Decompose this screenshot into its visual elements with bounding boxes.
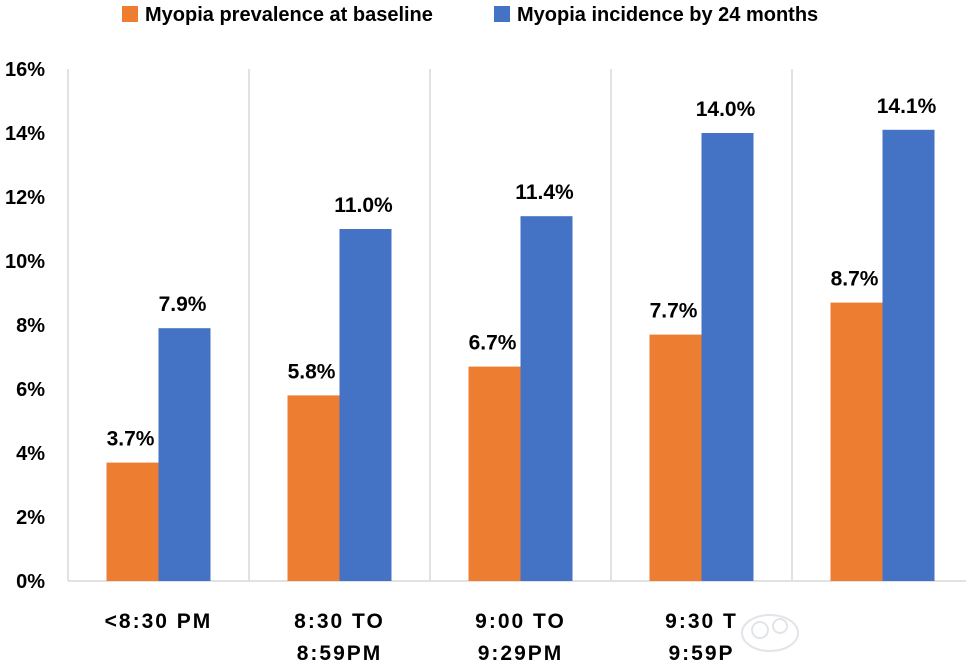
data-label-prevalence: 3.7%: [107, 428, 155, 451]
y-tick-label: 4%: [16, 443, 45, 465]
data-label-incidence: 14.0%: [696, 98, 756, 121]
data-labels: 3.7% 7.9% 5.8% 11.0% 6.7% 11.4% 7.7% 14.0% 8.7% 1…: [107, 95, 937, 451]
y-tick-label: 14%: [5, 123, 45, 145]
bars: [106, 129, 935, 582]
y-tick-label: 8%: [16, 315, 45, 337]
data-label-prevalence: 7.7%: [650, 300, 698, 323]
cloud-logo-icon: [741, 614, 799, 652]
bar-incidence: [339, 229, 392, 581]
y-tick-label: 2%: [16, 507, 45, 529]
legend-label-prevalence: Myopia prevalence at baseline: [145, 4, 433, 26]
bar-incidence: [882, 129, 935, 582]
x-tick-label: 9:00 TO: [475, 610, 566, 633]
bar-prevalence: [468, 366, 521, 581]
data-label-prevalence: 6.7%: [469, 332, 517, 355]
y-tick-label: 12%: [5, 187, 45, 209]
y-tick-label: 6%: [16, 379, 45, 401]
bar-incidence: [520, 216, 573, 581]
bar-prevalence: [830, 302, 883, 581]
x-tick-label: 8:30 TO: [294, 610, 385, 633]
bar-prevalence: [106, 462, 159, 581]
x-tick-label: 9:59P: [668, 642, 734, 665]
x-tick-label: 9:29PM: [478, 642, 564, 665]
x-tick-label: <8:30 PM: [105, 610, 213, 633]
x-axis: <8:30 PM 8:30 TO 8:59PM 9:00 TO 9:29PM 9:30 T…: [105, 610, 738, 665]
y-tick-label: 10%: [5, 251, 45, 273]
y-tick-label: 0%: [16, 571, 45, 593]
legend-label-incidence: Myopia incidence by 24 months: [517, 4, 818, 26]
legend-swatch-incidence: [494, 6, 510, 22]
data-label-prevalence: 5.8%: [288, 360, 336, 383]
bar-incidence: [701, 133, 754, 581]
x-tick-label: 8:59PM: [297, 642, 383, 665]
bar-prevalence: [287, 395, 340, 581]
legend-swatch-prevalence: [122, 6, 138, 22]
x-tick-label: 9:30 T: [665, 610, 738, 633]
data-label-prevalence: 8.7%: [831, 268, 879, 291]
bar-incidence: [158, 328, 211, 581]
data-label-incidence: 11.4%: [515, 181, 574, 204]
y-axis: 0% 2% 4% 6% 8% 10% 12% 14% 16%: [5, 59, 45, 593]
bar-prevalence: [649, 334, 702, 581]
watermark: [741, 614, 799, 652]
data-label-incidence: 11.0%: [334, 194, 393, 217]
legend: Myopia prevalence at baseline Myopia inc…: [122, 4, 818, 26]
data-label-incidence: 7.9%: [159, 293, 207, 316]
y-tick-label: 16%: [5, 59, 45, 81]
data-label-incidence: 14.1%: [877, 95, 937, 118]
